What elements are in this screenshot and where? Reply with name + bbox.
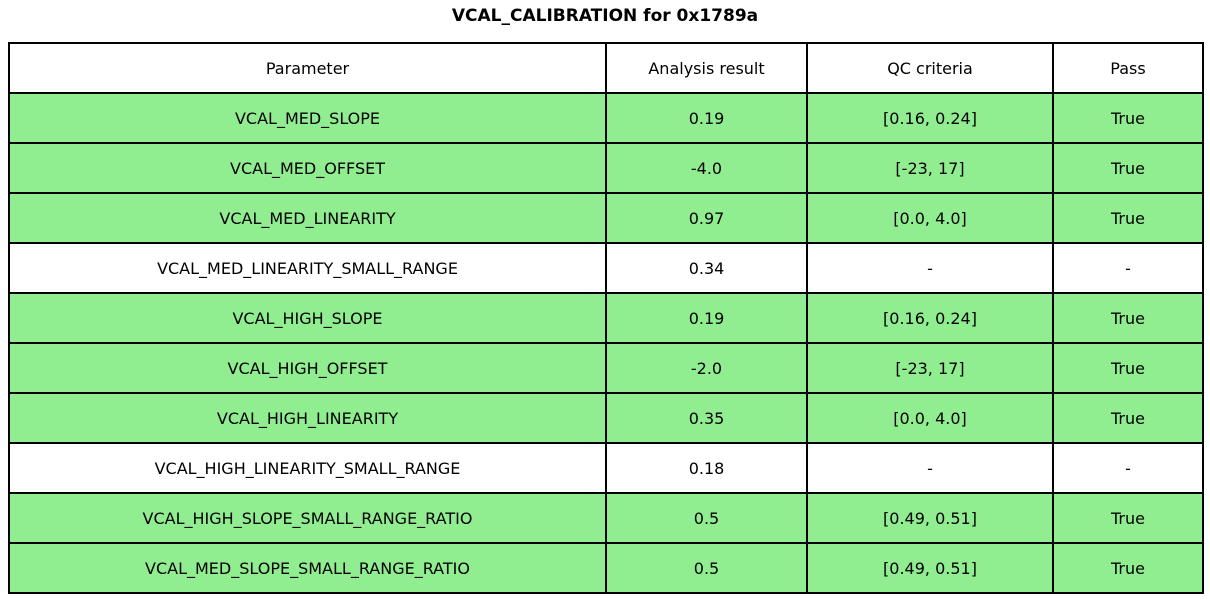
table-row: VCAL_MED_LINEARITY 0.97 [0.0, 4.0] True <box>8 192 1204 244</box>
cell-pass: True <box>1052 92 1204 144</box>
cell-parameter: VCAL_MED_OFFSET <box>8 142 607 194</box>
cell-qc-criteria: [0.49, 0.51] <box>806 492 1054 544</box>
column-header-parameter: Parameter <box>8 42 607 94</box>
table-row: VCAL_HIGH_OFFSET -2.0 [-23, 17] True <box>8 342 1204 394</box>
cell-analysis-result: -4.0 <box>605 142 808 194</box>
column-header-pass: Pass <box>1052 42 1204 94</box>
column-header-qc-criteria: QC criteria <box>806 42 1054 94</box>
table-row: VCAL_MED_OFFSET -4.0 [-23, 17] True <box>8 142 1204 194</box>
table-row: VCAL_HIGH_SLOPE_SMALL_RANGE_RATIO 0.5 [0.4… <box>8 492 1204 544</box>
cell-parameter: VCAL_HIGH_LINEARITY <box>8 392 607 444</box>
cell-parameter: VCAL_HIGH_OFFSET <box>8 342 607 394</box>
cell-pass: True <box>1052 192 1204 244</box>
cell-pass: True <box>1052 392 1204 444</box>
table-body: VCAL_MED_SLOPE 0.19 [0.16, 0.24] True VCAL_M… <box>8 92 1204 594</box>
cell-qc-criteria: - <box>806 442 1054 494</box>
cell-pass: True <box>1052 542 1204 594</box>
cell-analysis-result: 0.35 <box>605 392 808 444</box>
cell-parameter: VCAL_HIGH_LINEARITY_SMALL_RANGE <box>8 442 607 494</box>
figure-title: VCAL_CALIBRATION for 0x1789a <box>451 6 759 26</box>
cell-qc-criteria: [0.16, 0.24] <box>806 92 1054 144</box>
cell-analysis-result: 0.5 <box>605 492 808 544</box>
cell-parameter: VCAL_HIGH_SLOPE_SMALL_RANGE_RATIO <box>8 492 607 544</box>
cell-qc-criteria: [0.16, 0.24] <box>806 292 1054 344</box>
cell-pass: True <box>1052 342 1204 394</box>
cell-analysis-result: 0.97 <box>605 192 808 244</box>
cell-pass: True <box>1052 492 1204 544</box>
cell-analysis-result: 0.18 <box>605 442 808 494</box>
cell-pass: True <box>1052 292 1204 344</box>
qc-results-table: Parameter Analysis result QC criteria Pa… <box>8 42 1204 594</box>
table-row: VCAL_HIGH_LINEARITY 0.35 [0.0, 4.0] True <box>8 392 1204 444</box>
table-row: VCAL_MED_SLOPE 0.19 [0.16, 0.24] True <box>8 92 1204 144</box>
cell-qc-criteria: [-23, 17] <box>806 142 1054 194</box>
cell-qc-criteria: [0.49, 0.51] <box>806 542 1054 594</box>
cell-pass: True <box>1052 142 1204 194</box>
table-row: VCAL_MED_SLOPE_SMALL_RANGE_RATIO 0.5 [0.49… <box>8 542 1204 594</box>
table-row: VCAL_MED_LINEARITY_SMALL_RANGE 0.34- - <box>8 242 1204 294</box>
cell-analysis-result: 0.19 <box>605 92 808 144</box>
cell-analysis-result: 0.34 <box>605 242 808 294</box>
cell-parameter: VCAL_MED_LINEARITY_SMALL_RANGE <box>8 242 607 294</box>
cell-qc-criteria: [-23, 17] <box>806 342 1054 394</box>
cell-analysis-result: 0.5 <box>605 542 808 594</box>
cell-analysis-result: 0.19 <box>605 292 808 344</box>
cell-pass: - <box>1052 442 1204 494</box>
cell-analysis-result: -2.0 <box>605 342 808 394</box>
table-row: VCAL_HIGH_SLOPE 0.19 [0.16, 0.24] True <box>8 292 1204 344</box>
cell-parameter: VCAL_MED_LINEARITY <box>8 192 607 244</box>
cell-qc-criteria: - <box>806 242 1054 294</box>
cell-parameter: VCAL_MED_SLOPE <box>8 92 607 144</box>
header-row: Parameter Analysis result QC criteria Pa… <box>8 42 1204 94</box>
cell-parameter: VCAL_MED_SLOPE_SMALL_RANGE_RATIO <box>8 542 607 594</box>
column-header-analysis-result: Analysis result <box>605 42 808 94</box>
cell-qc-criteria: [0.0, 4.0] <box>806 192 1054 244</box>
cell-qc-criteria: [0.0, 4.0] <box>806 392 1054 444</box>
table-row: VCAL_HIGH_LINEARITY_SMALL_RANGE 0.18- - <box>8 442 1204 494</box>
cell-pass: - <box>1052 242 1204 294</box>
cell-parameter: VCAL_HIGH_SLOPE <box>8 292 607 344</box>
